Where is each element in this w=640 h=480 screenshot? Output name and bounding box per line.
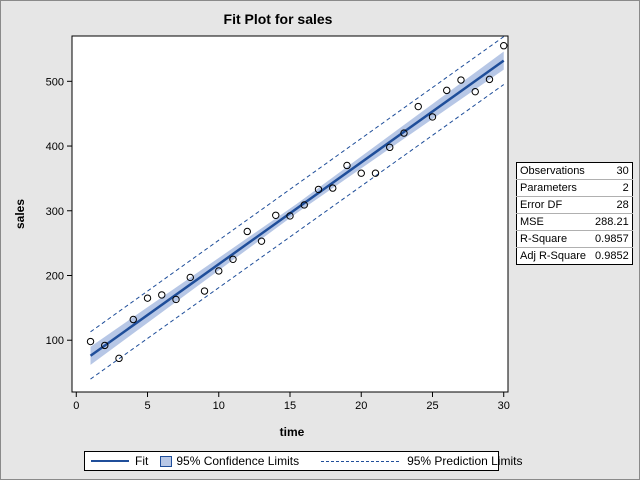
- chart-legend: Fit 95% Confidence Limits 95% Prediction…: [84, 451, 522, 471]
- observation-point: [272, 211, 280, 219]
- observation-point: [314, 185, 323, 194]
- y-tick-label: 300: [46, 206, 64, 218]
- prediction-limit-lower: [90, 84, 505, 380]
- stat-row: Adj R-Square 0.9852: [516, 247, 633, 265]
- stat-row: R-Square 0.9857: [516, 230, 633, 248]
- observation-point: [471, 87, 479, 96]
- prediction-limit-upper: [90, 36, 505, 333]
- x-tick-label: 25: [426, 400, 438, 412]
- chart-title: Fit Plot for sales: [224, 11, 333, 27]
- y-axis-label: sales: [13, 199, 27, 229]
- stat-row: Parameters 2: [516, 179, 633, 197]
- legend-item-fit: Fit: [91, 454, 148, 468]
- observation-point: [143, 294, 152, 302]
- x-tick-label: 5: [144, 400, 150, 412]
- observation-point: [186, 273, 194, 282]
- stat-value: 288.21: [589, 213, 633, 231]
- legend-item-confidence: 95% Confidence Limits: [160, 454, 299, 468]
- observation-point: [500, 42, 508, 50]
- stat-label: Parameters: [516, 179, 590, 197]
- observation-point: [101, 341, 109, 350]
- confidence-band-swatch: [160, 455, 173, 467]
- stat-label: Adj R-Square: [516, 247, 590, 265]
- stat-label: Error DF: [516, 196, 590, 214]
- legend-confidence-label: 95% Confidence Limits: [176, 454, 300, 468]
- stat-value: 0.9857: [589, 230, 633, 248]
- fit-line-swatch: [91, 460, 129, 462]
- x-axis-label: time: [280, 425, 305, 439]
- stat-row: Error DF 28: [516, 196, 633, 214]
- observation-point: [229, 255, 237, 264]
- observation-point: [158, 291, 166, 299]
- observation-point: [257, 237, 266, 245]
- observation-point: [200, 287, 209, 295]
- observation-point: [215, 267, 223, 275]
- observation-point: [300, 201, 308, 209]
- observation-point: [400, 129, 408, 137]
- observation-point: [243, 227, 251, 236]
- x-tick-label: 20: [355, 400, 367, 412]
- observation-point: [443, 86, 451, 95]
- observation-points-layer: [86, 42, 508, 363]
- fit-statistics-table: Observations 30 Parameters 2 Error DF 28 MS…: [516, 162, 633, 265]
- observation-point: [115, 354, 123, 363]
- legend-item-prediction: 95% Prediction Limits: [305, 454, 522, 468]
- fit-line-layer: [89, 59, 505, 357]
- y-tick-label: 200: [46, 270, 64, 282]
- y-tick-label: 100: [46, 335, 64, 347]
- fit-line: [89, 59, 505, 357]
- stat-label: R-Square: [516, 230, 590, 248]
- observation-point: [386, 143, 394, 152]
- observation-point: [129, 315, 137, 324]
- stat-row: MSE 288.21: [516, 213, 633, 231]
- stat-value: 2: [589, 179, 633, 197]
- observation-point: [371, 169, 380, 177]
- observation-point: [329, 184, 337, 192]
- stat-value: 30: [616, 165, 629, 177]
- observation-point: [457, 76, 465, 84]
- stat-label: MSE: [516, 213, 590, 231]
- stat-row: Observations 30: [517, 163, 633, 180]
- y-axis: 100 200 300 400 500: [46, 76, 72, 347]
- x-tick-label: 0: [73, 400, 79, 412]
- x-tick-label: 15: [284, 400, 296, 412]
- y-tick-label: 500: [46, 76, 64, 88]
- observation-point: [414, 102, 422, 111]
- y-tick-label: 400: [46, 141, 64, 153]
- legend-fit-label: Fit: [135, 454, 149, 468]
- observation-point: [485, 75, 494, 84]
- observation-point: [286, 212, 294, 220]
- x-axis: 0 5 10 15 20 25 30: [73, 392, 510, 412]
- stat-value: 28: [589, 196, 633, 214]
- stat-value: 0.9852: [589, 247, 633, 265]
- observation-point: [428, 113, 437, 121]
- stat-label: Observations: [520, 165, 585, 177]
- x-tick-label: 10: [213, 400, 225, 412]
- observation-point: [357, 169, 365, 177]
- observation-point: [343, 161, 351, 170]
- legend-prediction-label: 95% Prediction Limits: [407, 454, 523, 468]
- observation-point: [86, 337, 95, 346]
- x-tick-label: 30: [498, 400, 510, 412]
- prediction-dash-swatch: [321, 460, 400, 462]
- observation-point: [172, 295, 180, 304]
- prediction-limits-layer: [90, 36, 505, 380]
